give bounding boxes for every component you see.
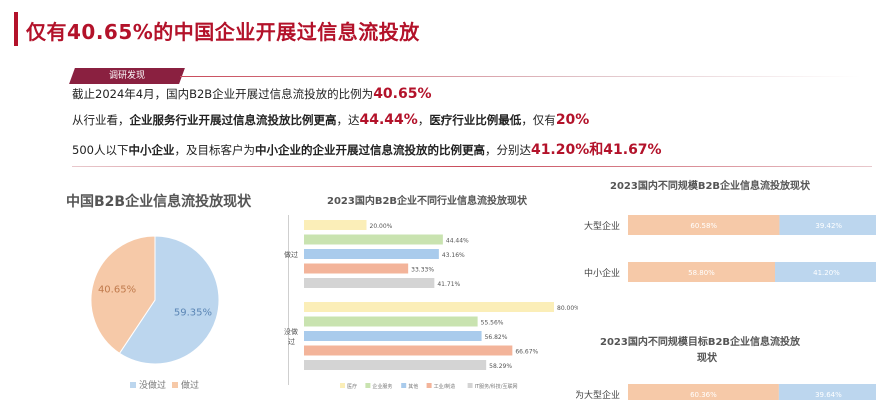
pie-slice-1 xyxy=(90,235,156,354)
industry-bar-label-0-0: 20.00% xyxy=(370,223,393,230)
section-divider xyxy=(72,166,872,167)
industry-chart-divider xyxy=(288,215,289,385)
finding-3-value: 41.20%和41.67% xyxy=(530,142,662,158)
page-title: 仅有40.65%的中国企业开展过信息流投放 xyxy=(26,20,420,44)
size-bar-label-1-0: 58.80% xyxy=(688,269,715,277)
finding-line-3: 500人以下中小企业，及目标客户为中小企业的企业开展过信息流投放的比例更高，分别… xyxy=(72,139,662,159)
industry-bar-1-4 xyxy=(304,360,487,370)
industry-bar-label-0-3: 33.33% xyxy=(411,267,434,274)
size-bar-label-1-1: 41.20% xyxy=(813,269,840,277)
industry-bar-label-0-1: 44.44% xyxy=(446,238,469,245)
industry-bar-label-1-1: 55.56% xyxy=(481,320,504,327)
findings-rule xyxy=(180,76,860,77)
finding-2-mid: ，达 xyxy=(336,113,360,127)
industry-bar-0-1 xyxy=(304,234,443,245)
size-bar-0-1 xyxy=(779,215,876,235)
pie-legend-label-0: 没做过 xyxy=(139,379,166,391)
finding-line-2: 从行业看，企业服务行业开展过信息流投放比例更高，达44.44%，医疗行业比例最低… xyxy=(72,112,589,128)
finding-2-bold1: 企业服务行业开展过信息流投放比例更高 xyxy=(129,113,337,127)
size-chart-title: 2023国内不同规模B2B企业信息流投放现状 xyxy=(610,181,811,192)
industry-legend-swatch-1 xyxy=(365,383,371,388)
finding-1-value: 40.65% xyxy=(373,86,432,102)
finding-3-bold1: 中小企业 xyxy=(128,143,175,157)
target-bar-label-0-1: 39.64% xyxy=(815,391,842,399)
size-category-label-0: 大型企业 xyxy=(584,220,620,232)
pie-chart: 59.35% 40.65% 没做过 做过 xyxy=(90,235,220,391)
industry-bar-1-0 xyxy=(304,302,554,312)
size-bar-label-0-1: 39.42% xyxy=(815,222,842,230)
finding-3-mid: ，及目标客户为 xyxy=(174,143,255,157)
title-accent-bar xyxy=(14,12,18,46)
target-category-label-0: 目标为大型企业 xyxy=(576,389,620,400)
pie-chart-title: 中国B2B企业信息流投放现状 xyxy=(66,194,252,210)
industry-bar-label-1-2: 56.82% xyxy=(485,334,508,341)
industry-bar-label-0-2: 43.16% xyxy=(442,252,465,259)
industry-chart-title: 2023国内B2B企业不同行业信息流投放现状 xyxy=(327,196,528,207)
finding-2-value1: 44.44% xyxy=(359,112,418,128)
findings-tag: 调研发现 xyxy=(69,68,185,84)
target-chart-title-1: 2023国内不同规模目标B2B企业信息流投放 xyxy=(600,337,801,348)
pie-legend-swatch-0 xyxy=(130,382,136,388)
finding-3-mid2: ，分别达 xyxy=(484,143,531,157)
industry-bar-label-1-0: 80.00% xyxy=(557,305,578,312)
industry-legend-swatch-3 xyxy=(426,383,432,388)
industry-legend-swatch-0 xyxy=(340,383,345,388)
industry-bar-label-0-4: 41.71% xyxy=(437,281,460,288)
target-bar-0-0 xyxy=(628,384,779,400)
industry-category-label-1: 没做 xyxy=(284,327,298,336)
finding-2-pre: 从行业看， xyxy=(72,113,130,127)
target-bar-label-0-0: 60.36% xyxy=(690,391,717,399)
industry-legend-label-1: 企业服务 xyxy=(372,383,392,390)
finding-2-comma: ， xyxy=(417,113,430,127)
pie-legend-label-1: 做过 xyxy=(181,379,199,391)
finding-2-value2: 20% xyxy=(555,112,590,128)
industry-bar-0-0 xyxy=(304,220,367,230)
industry-legend-label-3: 工业/制造 xyxy=(434,383,456,390)
industry-bar-1-3 xyxy=(304,345,513,356)
industry-legend-swatch-2 xyxy=(401,383,407,388)
pie-data-label-1: 40.65% xyxy=(98,285,136,296)
pie-slice-0 xyxy=(118,235,220,365)
industry-bar-0-4 xyxy=(304,278,435,288)
industry-category-label-0: 做过 xyxy=(284,250,298,259)
size-bar-1-1 xyxy=(775,262,876,282)
target-stacked-chart: 目标为大型企业 60.36% 39.64% xyxy=(576,384,876,400)
industry-bar-1-2 xyxy=(304,331,482,341)
finding-line-1: 截止2024年4月，国内B2B企业开展过信息流投放的比例为40.65% xyxy=(72,86,432,102)
size-category-label-1: 中小企业 xyxy=(584,267,620,279)
industry-bar-1-1 xyxy=(304,316,478,327)
industry-bar-0-2 xyxy=(304,249,439,259)
finding-3-bold2: 中小企业的企业开展过信息流投放的比例更高 xyxy=(254,143,485,157)
industry-bar-label-1-4: 58.29% xyxy=(489,363,512,370)
findings-tag-label: 调研发现 xyxy=(108,71,145,81)
target-bar-0-1 xyxy=(778,384,876,400)
target-chart-title-2: 现状 xyxy=(697,353,717,364)
finding-3-pre: 500人以下 xyxy=(72,143,129,157)
size-bar-label-0-0: 60.58% xyxy=(690,222,717,230)
pie-legend-swatch-1 xyxy=(172,382,178,388)
pie-data-label-0: 59.35% xyxy=(174,307,212,318)
size-bar-0-0 xyxy=(628,215,780,235)
finding-2-mid2: ，仅有 xyxy=(521,113,556,127)
finding-2-bold2: 医疗行业比例最低 xyxy=(429,113,522,127)
industry-bar-0-3 xyxy=(304,263,409,274)
industry-bar-label-1-3: 66.67% xyxy=(515,349,538,356)
industry-bar-chart: 做过 20.00% 44.44% 43.16% 33.33%41.71% 没做过 80.00… xyxy=(284,220,578,390)
industry-legend-label-2: 其他 xyxy=(408,383,418,390)
industry-legend-swatch-4 xyxy=(467,383,473,388)
finding-1-text: 截止2024年4月，国内B2B企业开展过信息流投放的比例为 xyxy=(72,87,374,101)
industry-legend-label-4: IT服务/科技/互联网 xyxy=(475,383,518,390)
size-bar-1-0 xyxy=(628,262,775,282)
industry-legend-label-0: 医疗 xyxy=(347,383,357,390)
industry-category-label-1-b: 过 xyxy=(288,337,295,346)
